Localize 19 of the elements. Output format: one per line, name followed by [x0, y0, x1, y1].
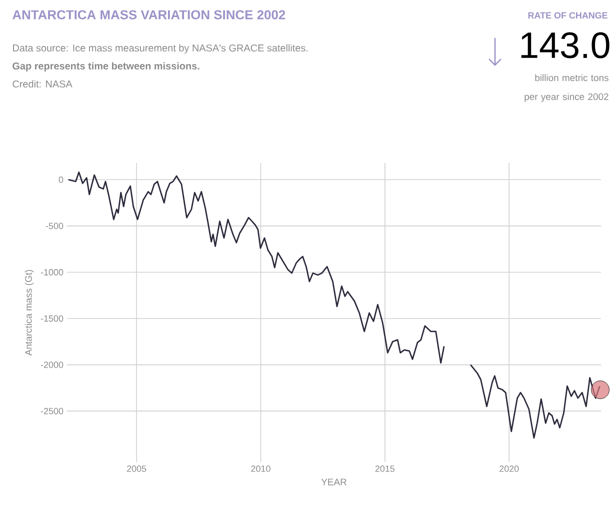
y-tick-label: -1500 — [40, 315, 64, 322]
y-axis-title: Antarctica mass (Gt) — [24, 270, 34, 356]
text: Credit: NASA — [12, 80, 72, 88]
text: 143.0 — [521, 32, 610, 58]
x-tick-label: 2005 — [127, 466, 146, 472]
y-tick-label: -2000 — [40, 362, 64, 368]
x-tick-label: 2010 — [251, 466, 270, 472]
text: RATE OF CHANGE — [528, 12, 608, 19]
x-tick-label: 2020 — [500, 466, 519, 472]
x-axis-title: YEAR — [321, 478, 346, 486]
y-tick-label: -1000 — [40, 269, 64, 276]
chart-title: ANTARCTICA MASS VARIATION SINCE 2002 — [12, 10, 286, 20]
y-tick-label: -2500 — [40, 408, 64, 414]
text: Gap represents time between missions. — [12, 62, 200, 72]
x-tick-label: 2015 — [375, 466, 395, 472]
chart-subtitle: Data source: Ice mass measurement by NASA's GRACE satellites. — [13, 44, 308, 54]
y-tick-label: -500 — [46, 222, 64, 230]
text: billion metric tons per year since 2002 — [524, 74, 608, 102]
y-tick-label: 0 — [58, 176, 64, 183]
